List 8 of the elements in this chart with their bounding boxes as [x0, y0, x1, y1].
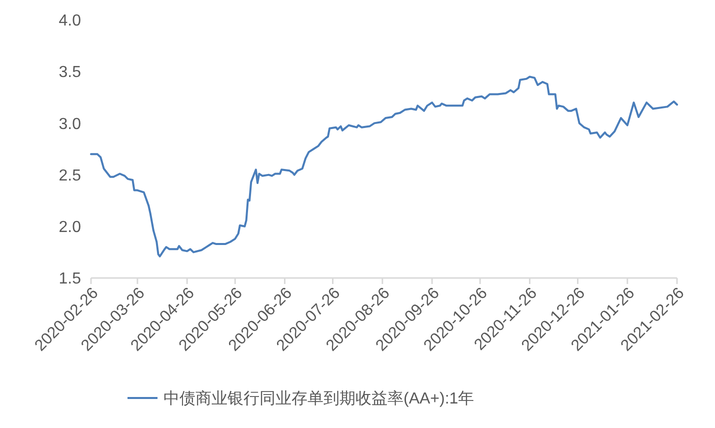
y-tick-label: 1.5 — [58, 270, 82, 288]
y-tick-label: 3.5 — [58, 64, 82, 82]
line-series — [90, 76, 678, 258]
legend-label: 中债商业银行同业存单到期收益率(AA+):1年 — [164, 390, 474, 408]
y-tick-label: 3.0 — [58, 116, 82, 133]
y-tick-label: 4.0 — [58, 12, 82, 30]
y-tick-label: 2.0 — [58, 219, 82, 236]
y-tick-label: 2.5 — [58, 167, 82, 184]
